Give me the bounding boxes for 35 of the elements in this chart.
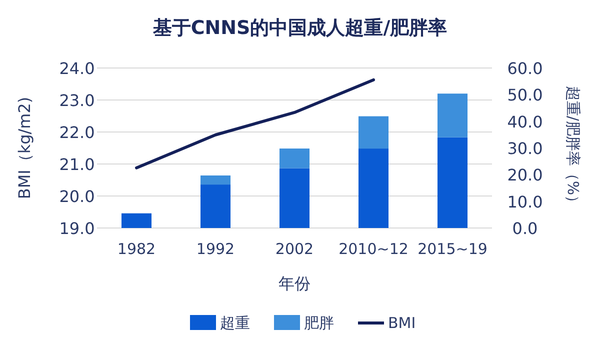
x-tick-label: 1982	[117, 240, 156, 258]
y2-tick-label: 60.0	[507, 59, 543, 78]
y2-axis-title: 超重/肥胖率（%）	[564, 86, 582, 210]
y-axis-title: BMI（kg/m2)	[15, 96, 34, 200]
legend-label: 肥胖	[304, 314, 334, 332]
bar	[437, 94, 468, 138]
y2-tick-label: 20.0	[507, 166, 543, 185]
x-tick-label: 2015~19	[418, 240, 488, 258]
y-tick-label: 21.0	[59, 155, 95, 174]
x-tick-label: 2010~12	[338, 240, 408, 258]
line-series	[135, 78, 375, 170]
y-tick-label: 22.0	[59, 123, 95, 142]
y2-tick-label: 30.0	[507, 139, 543, 158]
y2-tick-label: 0.0	[512, 219, 538, 238]
legend-label: 超重	[220, 314, 250, 332]
y-tick-label: 23.0	[59, 91, 95, 110]
legend-label: BMI	[388, 314, 416, 332]
y-tick-label: 19.0	[59, 219, 95, 238]
bar	[200, 175, 231, 185]
y2-tick-label: 40.0	[507, 112, 543, 132]
bar	[121, 213, 152, 228]
y2-tick-label: 50.0	[507, 86, 543, 105]
y-tick-label: 20.0	[59, 187, 95, 206]
x-tick-label: 2002	[275, 240, 314, 258]
y-tick-label: 24.0	[59, 59, 95, 78]
bar	[358, 148, 389, 228]
bar	[279, 168, 310, 228]
x-axis-title: 年份	[278, 274, 310, 293]
y2-tick-label: 10.0	[507, 192, 543, 212]
bar	[437, 137, 468, 228]
bar	[200, 184, 231, 228]
bar	[358, 116, 389, 149]
bar	[279, 148, 310, 168]
chart-title: 基于CNNS的中国成人超重/肥胖率	[152, 17, 448, 39]
x-tick-label: 1992	[196, 240, 235, 258]
